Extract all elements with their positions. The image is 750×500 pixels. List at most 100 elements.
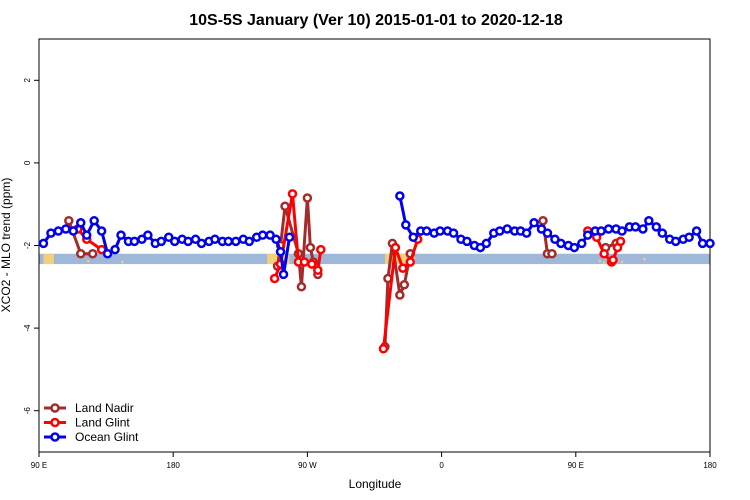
series-2-point-40 [408,232,419,242]
series-2-point-36 [278,269,289,280]
x-tick-label-2: 90 W [298,461,317,470]
series-1-point-18 [599,249,609,259]
series-1-point-20 [608,255,618,265]
series-2-point-50 [475,242,486,253]
series-2-point-34 [271,234,281,245]
series-2-point-33 [265,230,275,240]
series-2-point-79 [670,236,681,247]
series-1-point-5 [287,189,298,199]
series-2-point-46 [448,228,459,238]
series-2-point-54 [502,224,512,234]
x-tick-label-5: 180 [703,461,717,470]
series-0-point-0 [64,215,74,226]
series-2-point-57 [521,228,532,238]
x-tick-label-1: 180 [167,461,181,470]
series-2-point-35 [275,246,286,257]
series-2-point-0 [38,238,49,249]
series-2-point-59 [536,224,547,234]
series-2-point-68 [596,226,606,236]
series-1-point-22 [615,236,626,247]
series-2-point-25 [210,234,220,245]
legend-marker-2 [50,432,60,442]
series-2-point-5 [76,218,86,228]
series-2-point-22 [190,234,201,245]
series-2-point-28 [231,236,241,247]
series-0-point-8 [302,193,313,203]
series-2-point-65 [577,238,587,249]
series-2-point-2 [53,226,64,236]
series-1-point-8 [307,259,317,269]
series-2-point-37 [284,232,295,242]
series-2-point-11 [116,230,126,240]
series-2-point-62 [556,238,566,249]
series-2-point-10 [110,244,120,255]
series-0-point-7 [296,282,307,292]
series-1-point-12 [390,242,401,253]
series-0-point-20 [547,249,557,259]
legend-marker-0 [50,403,60,413]
map-island-2 [598,259,601,263]
map-island-0 [86,259,90,263]
series-2-point-38 [395,191,405,201]
series-0-point-1 [76,249,86,259]
series-1-point-11 [378,344,389,354]
x-tick-label-0: 90 E [31,461,47,470]
series-2-point-19 [169,236,180,247]
series-2-point-66 [582,230,593,240]
series-2 [38,191,715,280]
series-2-point-69 [603,224,614,234]
series-2-point-8 [96,226,107,236]
series-2-point-60 [542,228,553,238]
x-tick-label-3: 0 [439,461,444,470]
legend-label-2: Ocean Glint [75,430,139,444]
series-2-point-27 [223,236,234,247]
series-1-point-14 [405,257,416,267]
map-island-5 [643,257,646,261]
series-2-point-7 [89,215,99,226]
series-2-point-61 [550,234,560,245]
series-2-point-74 [638,224,648,234]
y-tick-label-1: 0 [23,160,32,165]
series-2-point-77 [657,228,668,238]
series-1-point-7 [299,257,310,267]
series-2-point-81 [684,232,694,242]
series-2-point-3 [61,224,71,234]
series-0-point-5 [280,201,290,212]
x-axis-label: Longitude [349,477,402,491]
map-island-3 [602,261,606,265]
series-2-point-73 [630,222,641,232]
series-0-line-2 [383,241,412,347]
series-1 [73,189,626,354]
y-axis-label: XCO2 - MLO trend (ppm) [0,178,13,313]
series-2-point-23 [196,238,207,249]
map-ocean-band [39,253,710,265]
plot-area [38,189,715,354]
series-2-point-13 [129,236,140,247]
series-2-point-4 [68,226,79,236]
series-2-point-42 [421,226,432,236]
map-island-6 [620,260,624,264]
series-2-point-14 [137,234,147,245]
y-tick-label-0: 2 [23,78,32,83]
series-2-point-82 [691,226,702,236]
series-2-point-30 [244,236,254,247]
legend-label-1: Land Glint [75,416,130,430]
series-2-point-1 [46,228,56,238]
series-0-point-2 [87,249,98,259]
series-2-point-84 [705,238,715,249]
series-2-point-71 [617,226,627,236]
series-2-point-17 [156,236,167,247]
series-2-point-58 [529,218,539,228]
series-0-point-15 [395,290,405,300]
series-2-point-48 [462,236,472,247]
series-0 [64,193,621,352]
series-2-point-9 [102,249,113,259]
series-2-point-75 [644,215,654,226]
y-tick-label-4: -6 [23,407,32,415]
series-2-point-44 [435,226,445,236]
legend-marker-1 [50,417,60,428]
y-tick-label-2: -2 [23,241,32,249]
series-0-point-18 [538,215,548,226]
series-2-point-6 [81,230,92,240]
